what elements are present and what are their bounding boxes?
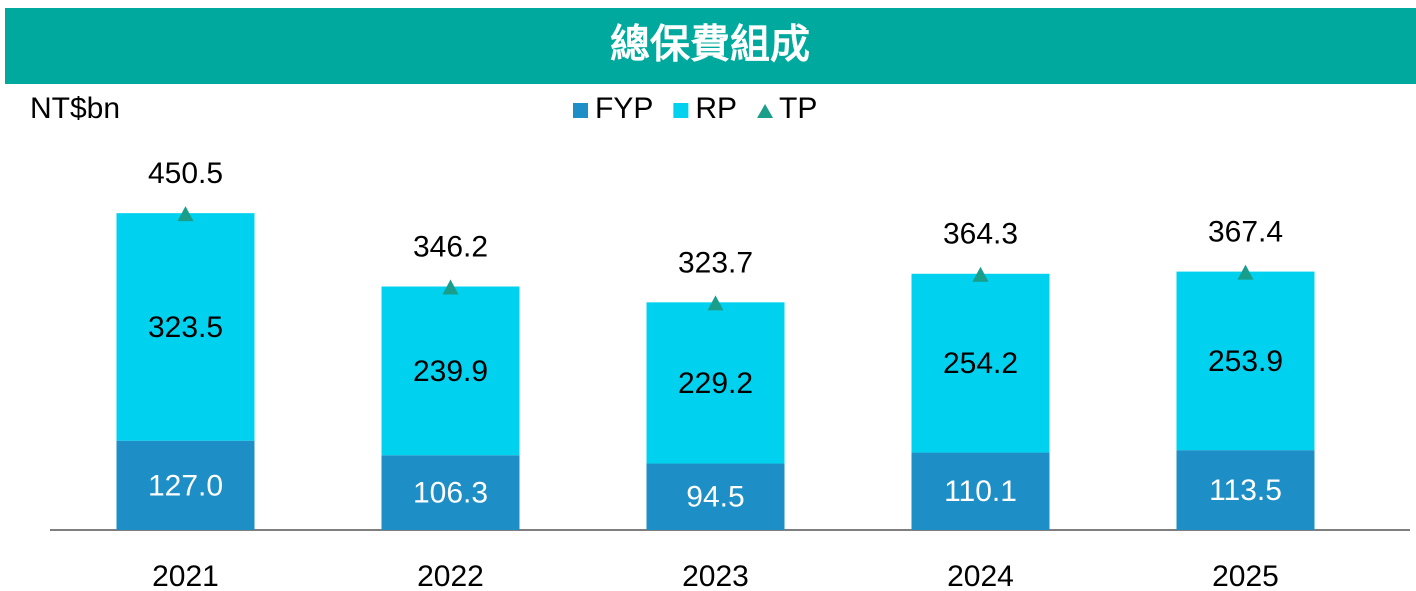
bar-segment [646, 302, 785, 464]
legend-label: FYP [595, 92, 653, 125]
bar-segment [1176, 450, 1315, 530]
tp-label: 346.2 [413, 230, 488, 263]
y-axis-label: NT$bn [30, 92, 120, 125]
segment-label: 229.2 [678, 367, 753, 400]
title-banner [5, 8, 1416, 84]
legend-swatch [573, 103, 588, 118]
segment-label: 94.5 [686, 481, 744, 514]
segment-label: 323.5 [148, 311, 223, 344]
segment-label: 254.2 [943, 347, 1018, 380]
legend-swatch [673, 103, 689, 118]
segment-label: 106.3 [413, 477, 488, 510]
tp-label: 323.7 [678, 246, 753, 279]
segment-label: 239.9 [413, 355, 488, 388]
segment-label: 127.0 [148, 469, 223, 502]
x-tick-label: 2023 [682, 560, 749, 591]
segment-label: 110.1 [944, 475, 1017, 508]
bar-segment [646, 463, 785, 530]
tp-label: 364.3 [943, 218, 1018, 251]
bar-segment [1176, 271, 1315, 451]
bar-segment [116, 440, 255, 530]
tp-marker [707, 295, 724, 311]
legend-label: RP [695, 92, 737, 125]
tp-marker [177, 206, 194, 222]
tp-marker [1237, 264, 1254, 280]
x-tick-label: 2024 [947, 560, 1014, 591]
tp-marker [442, 279, 459, 295]
tp-marker [972, 266, 989, 282]
tp-label: 450.5 [148, 157, 223, 190]
bar-segment [116, 213, 255, 441]
x-tick-label: 2022 [417, 560, 484, 591]
segment-label: 253.9 [1208, 345, 1283, 378]
bar-segment [381, 455, 520, 530]
bar-segment [911, 452, 1050, 530]
legend-marker [757, 104, 774, 118]
tp-label: 367.4 [1208, 216, 1283, 249]
legend-label: TP [779, 92, 817, 125]
x-tick-label: 2021 [152, 560, 219, 591]
bar-segment [911, 273, 1050, 453]
bar-segment [381, 286, 520, 456]
x-tick-label: 2025 [1212, 560, 1279, 591]
chart-title: 總保費組成 [610, 23, 810, 67]
segment-label: 113.5 [1209, 474, 1282, 507]
